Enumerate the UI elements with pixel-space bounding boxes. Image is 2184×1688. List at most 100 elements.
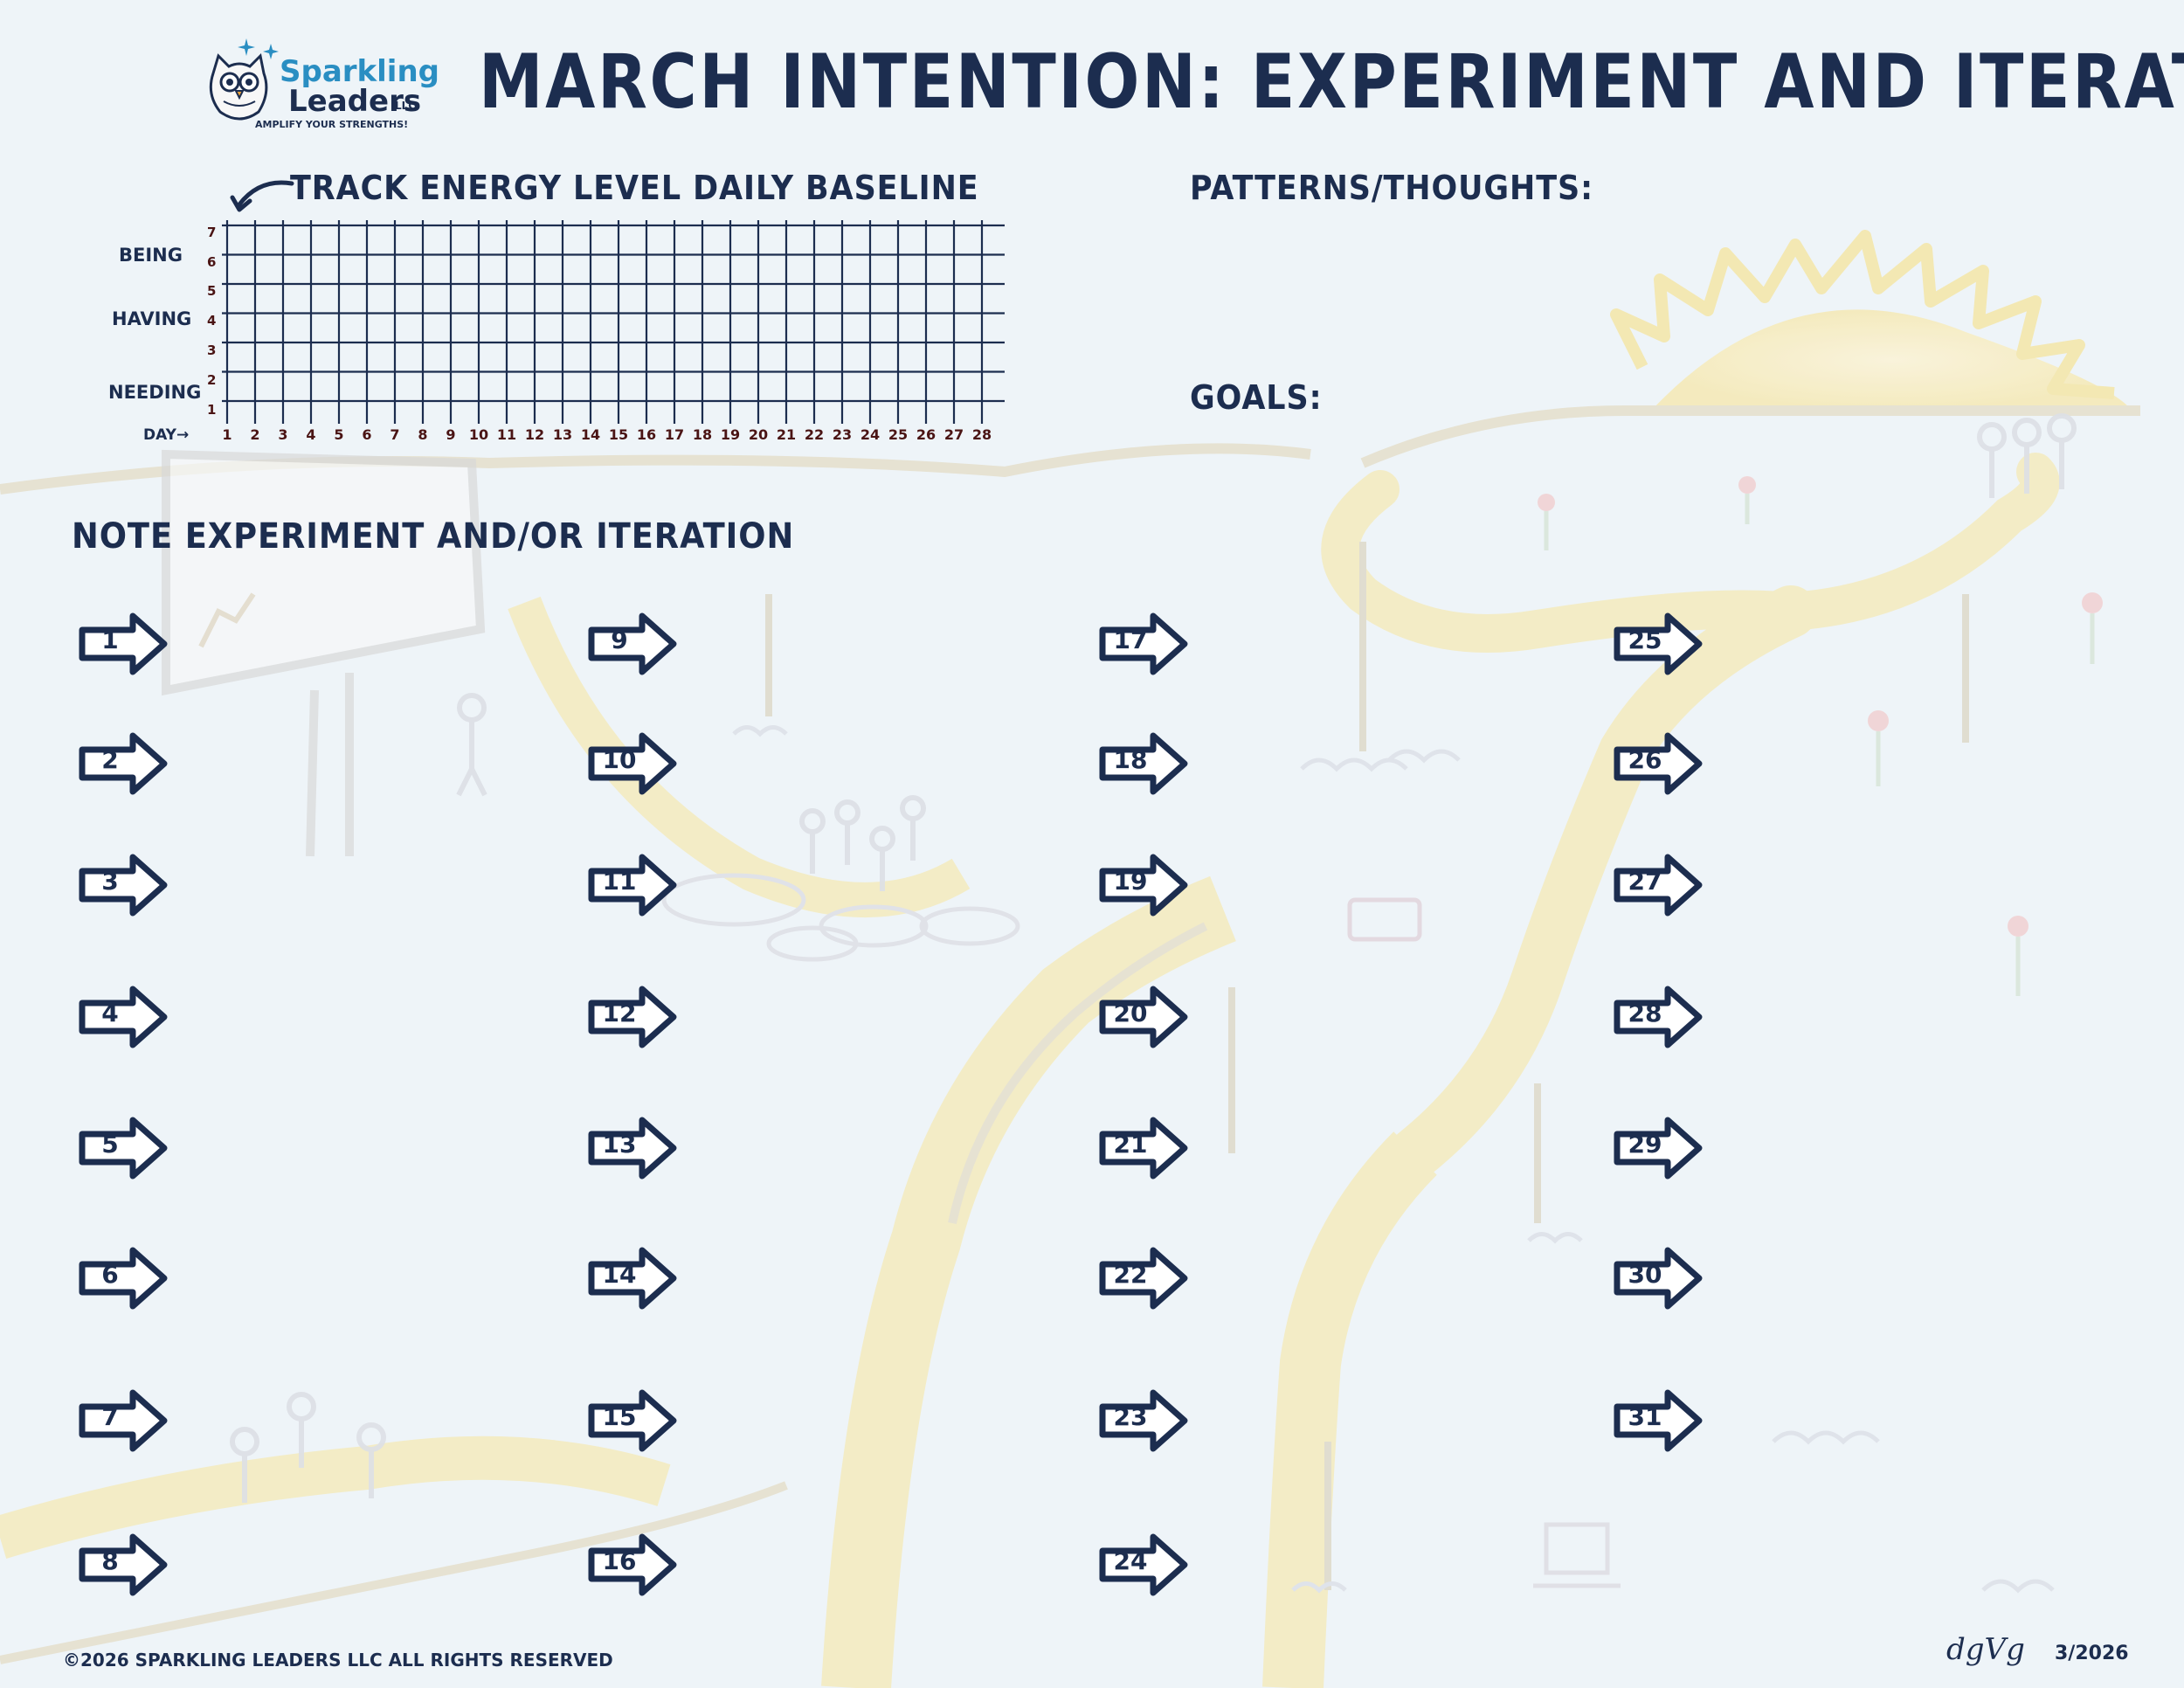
page-title: MARCH INTENTION: EXPERIMENT AND ITERATE [479, 38, 2184, 126]
day-arrow-5[interactable]: 5 [79, 1113, 175, 1183]
goals-heading: GOALS: [1190, 378, 1323, 417]
x-tick-day-8: 8 [418, 426, 428, 443]
day-arrow-20[interactable]: 20 [1099, 982, 1195, 1052]
day-number: 12 [602, 999, 637, 1027]
copyright-notice: ©2026 SPARKLING LEADERS LLC ALL RIGHTS R… [63, 1650, 613, 1671]
day-arrow-30[interactable]: 30 [1614, 1243, 1710, 1313]
y-tick-4: 4 [207, 313, 217, 329]
day-number: 10 [602, 745, 637, 774]
day-arrow-18[interactable]: 18 [1099, 729, 1195, 799]
x-tick-day-2: 2 [250, 426, 260, 443]
arrow-icon [1614, 1117, 1703, 1180]
arrow-icon [79, 854, 168, 917]
day-arrow-10[interactable]: 10 [588, 729, 684, 799]
day-arrow-15[interactable]: 15 [588, 1386, 684, 1456]
arrow-icon [1099, 854, 1188, 917]
day-arrow-17[interactable]: 17 [1099, 609, 1195, 679]
patterns-thoughts-area[interactable] [1190, 218, 2107, 358]
y-tick-6: 6 [207, 254, 217, 270]
day-number: 18 [1113, 745, 1148, 774]
arrow-icon [1099, 1247, 1188, 1310]
x-tick-day-6: 6 [362, 426, 372, 443]
day-number: 16 [602, 1546, 637, 1575]
day-arrow-6[interactable]: 6 [79, 1243, 175, 1313]
day-number: 22 [1113, 1260, 1148, 1289]
day-number: 27 [1628, 867, 1662, 896]
arrow-icon [1099, 1117, 1188, 1180]
x-tick-day-21: 21 [776, 426, 797, 443]
day-number: 20 [1113, 999, 1148, 1027]
arrow-icon [79, 732, 168, 795]
y-label-having: HAVING [112, 308, 192, 329]
day-arrow-14[interactable]: 14 [588, 1243, 684, 1313]
footer-date: 3/2026 [2055, 1643, 2129, 1664]
x-tick-day-18: 18 [692, 426, 713, 443]
company-logo: Sparkling Leaders LLC AMPLIFY YOUR STREN… [201, 35, 439, 131]
x-tick-day-25: 25 [888, 426, 909, 443]
day-arrow-3[interactable]: 3 [79, 850, 175, 920]
arrow-icon [79, 1389, 168, 1452]
day-arrow-11[interactable]: 11 [588, 850, 684, 920]
arrow-icon [79, 1533, 168, 1596]
day-number: 15 [602, 1402, 637, 1431]
day-number: 8 [101, 1546, 119, 1575]
day-arrow-19[interactable]: 19 [1099, 850, 1195, 920]
day-arrow-29[interactable]: 29 [1614, 1113, 1710, 1183]
y-label-being: BEING [119, 245, 183, 266]
arrow-icon [1099, 732, 1188, 795]
x-tick-day-17: 17 [664, 426, 685, 443]
x-tick-day-12: 12 [524, 426, 545, 443]
x-tick-day-9: 9 [446, 426, 456, 443]
billboard-icon [162, 449, 486, 857]
day-arrow-26[interactable]: 26 [1614, 729, 1710, 799]
day-arrow-4[interactable]: 4 [79, 982, 175, 1052]
day-arrow-25[interactable]: 25 [1614, 609, 1710, 679]
day-arrow-7[interactable]: 7 [79, 1386, 175, 1456]
day-arrow-24[interactable]: 24 [1099, 1530, 1195, 1600]
day-number: 14 [602, 1260, 637, 1289]
day-arrow-13[interactable]: 13 [588, 1113, 684, 1183]
day-arrow-23[interactable]: 23 [1099, 1386, 1195, 1456]
notes-heading: NOTE EXPERIMENT AND/OR ITERATION [72, 516, 795, 557]
arrow-icon [79, 986, 168, 1048]
arrow-icon [588, 1533, 677, 1596]
logo-brand-suffix: LLC [395, 100, 417, 112]
arrow-icon [79, 1117, 168, 1180]
x-tick-day-22: 22 [804, 426, 825, 443]
goals-area[interactable] [1190, 419, 2107, 481]
day-number: 13 [602, 1130, 637, 1159]
x-tick-day-28: 28 [971, 426, 992, 443]
day-arrow-31[interactable]: 31 [1614, 1386, 1710, 1456]
day-arrow-27[interactable]: 27 [1614, 850, 1710, 920]
day-arrow-8[interactable]: 8 [79, 1530, 175, 1600]
day-arrow-1[interactable]: 1 [79, 609, 175, 679]
logo-tagline: AMPLIFY YOUR STRENGTHS! [255, 119, 409, 130]
logo-brand-line1: Sparkling [280, 54, 439, 89]
arrow-icon [588, 612, 677, 675]
day-arrow-12[interactable]: 12 [588, 982, 684, 1052]
energy-tracking-grid[interactable] [218, 218, 1005, 424]
day-arrow-16[interactable]: 16 [588, 1530, 684, 1600]
y-tick-3: 3 [207, 342, 217, 358]
y-tick-2: 2 [207, 372, 217, 388]
arrow-icon [1614, 854, 1703, 917]
arrow-icon [1099, 612, 1188, 675]
x-tick-day-11: 11 [496, 426, 517, 443]
day-arrow-21[interactable]: 21 [1099, 1113, 1195, 1183]
day-arrow-9[interactable]: 9 [588, 609, 684, 679]
day-number: 30 [1628, 1260, 1662, 1289]
arrow-icon [1614, 1247, 1703, 1310]
y-tick-1: 1 [207, 402, 217, 418]
owl-icon [209, 52, 268, 121]
day-arrow-2[interactable]: 2 [79, 729, 175, 799]
x-tick-day-26: 26 [916, 426, 936, 443]
day-arrow-22[interactable]: 22 [1099, 1243, 1195, 1313]
logo-brand-line2: Leaders [288, 84, 422, 119]
y-label-needing: NEEDING [108, 382, 202, 403]
x-axis-day-label: DAY→ [143, 426, 190, 444]
day-arrow-28[interactable]: 28 [1614, 982, 1710, 1052]
arrow-icon [79, 1247, 168, 1310]
sparkle-icon [238, 38, 279, 59]
arrow-icon [79, 612, 168, 675]
